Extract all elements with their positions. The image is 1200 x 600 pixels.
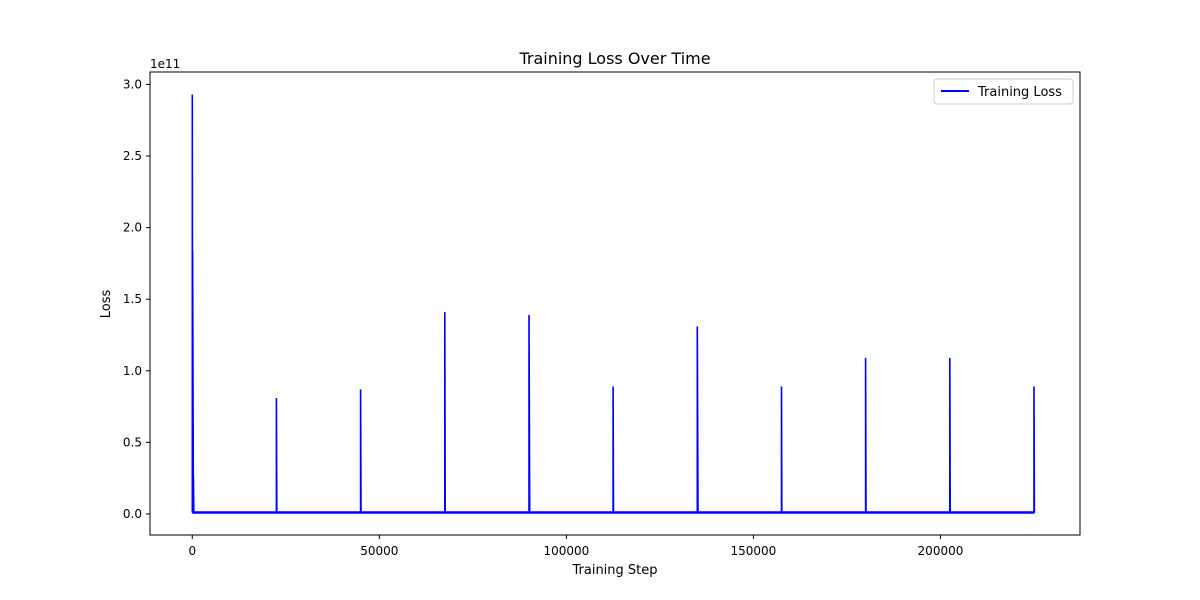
y-tick-label: 0.0: [123, 507, 142, 521]
chart-title: Training Loss Over Time: [518, 49, 710, 68]
x-tick-label: 100000: [543, 544, 589, 558]
y-tick-label: 2.5: [123, 149, 142, 163]
legend-label-training-loss: Training Loss: [977, 85, 1062, 100]
y-axis-scale-label: 1e11: [150, 57, 180, 71]
x-axis-label: Training Step: [571, 563, 657, 578]
x-tick-label: 0: [188, 544, 196, 558]
y-axis-label: Loss: [99, 290, 114, 319]
y-tick-label: 3.0: [123, 77, 142, 91]
plot-area: [191, 94, 1036, 514]
legend-box: [933, 78, 1074, 105]
x-tick-label: 150000: [731, 544, 777, 558]
x-tick-label: 50000: [360, 544, 398, 558]
x-tick-label: 200000: [918, 544, 964, 558]
legend: Training Loss: [933, 78, 1074, 105]
y-tick-label: 1.5: [123, 292, 142, 306]
y-tick-label: 2.0: [123, 221, 142, 235]
y-tick-label: 0.5: [123, 435, 142, 449]
plot-frame: [149, 71, 1081, 536]
y-tick-label: 1.0: [123, 364, 142, 378]
axes: 0 50000 100000 150000 200000 0.0 0.5 1.0 1.5 2.0 2…: [123, 77, 963, 558]
